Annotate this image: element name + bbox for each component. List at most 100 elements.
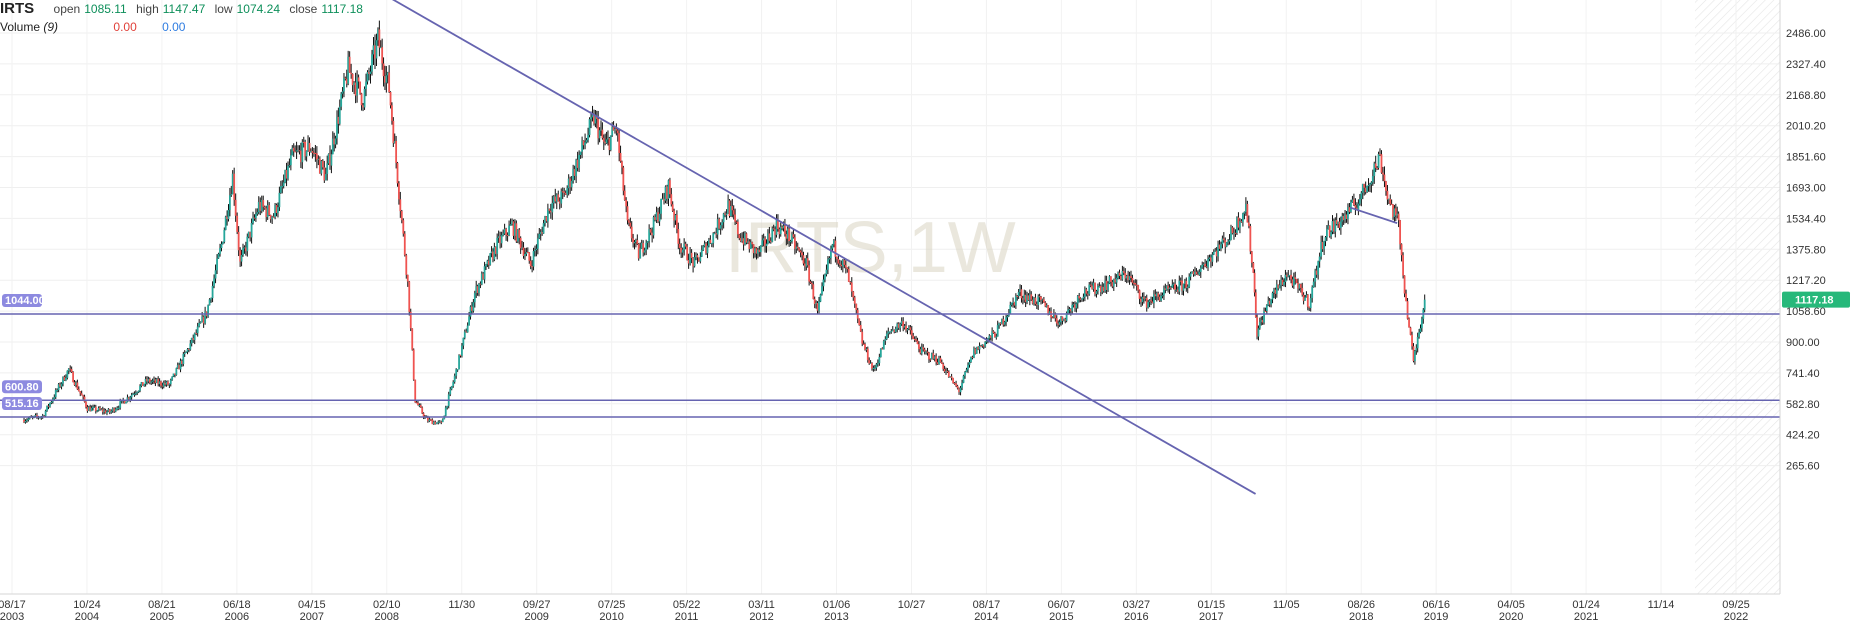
candle-body [1334,220,1337,232]
candle-body [90,407,93,412]
trendlines[interactable] [385,0,1398,495]
candle-body [311,150,314,153]
candle-body [1215,250,1218,257]
candle-body [330,154,333,166]
x-tick-label: 08/21 [148,599,176,611]
candle-body [1306,294,1309,307]
candle-body [912,335,915,339]
candle-body [96,410,99,412]
x-tick-label: 01/24 [1572,599,1600,611]
candle-body [1353,199,1355,206]
candle-body [70,369,73,373]
candle-body [36,415,38,417]
candle-body [1309,298,1312,309]
x-tick-year: 2003 [0,611,24,622]
candle-body [381,47,384,64]
candle-body [1227,241,1230,243]
candle-body [607,138,609,140]
candle-body [247,231,250,237]
candle-body [162,382,165,387]
candle-body [1014,295,1017,306]
x-tick-label: 11/30 [448,599,475,611]
horizontal-levels[interactable]: 1044.00 600.80 515.16 [0,293,1780,418]
candle-body [971,356,974,358]
candle-body [973,348,975,358]
volume-legend[interactable]: Volume (9) 0.00 0.00 [0,20,185,34]
candle-body [681,249,684,253]
candle-body [1281,279,1284,285]
candle-body [1225,242,1228,247]
candle-body [97,407,100,411]
candle-body [549,210,552,213]
candle-body [994,333,996,338]
candle-body [1145,297,1148,308]
candle-body [402,220,405,234]
candle-body [400,211,403,221]
candle-body [1397,213,1400,221]
candle-body [1387,198,1390,200]
candle-body [664,186,667,201]
candle-body [1161,295,1164,297]
candle-body [196,326,199,334]
candle-body [415,402,418,404]
candle-body [798,248,801,251]
candle-body [141,382,144,386]
candle-body [658,213,661,222]
candle-body [341,91,344,94]
candle-body [301,141,304,163]
candle-body [853,297,856,304]
candle-body [409,311,412,329]
candle-body [1278,285,1281,289]
candle-body [875,364,878,368]
candle-body [359,81,361,94]
candle-body [321,160,324,168]
candle-body [849,281,852,283]
candle-body [178,365,181,370]
candle-body [472,302,475,311]
candle-body [441,419,444,423]
x-tick-label: 02/10 [373,599,401,611]
candle-body [208,299,211,306]
candle-body [1261,319,1264,323]
candle-body [347,56,350,84]
candle-body [1264,311,1267,313]
candle-body [1361,183,1364,193]
candle-body [1201,264,1204,268]
candle-body [320,160,323,174]
candle-body [1366,186,1368,193]
candle-body [801,252,803,256]
candle-body [398,183,400,200]
candle-body [535,248,538,251]
candle-body [1147,302,1150,308]
candle-body [1224,240,1227,247]
y-tick-label: 582.80 [1786,399,1820,411]
candle-body [1389,198,1392,204]
candle-body [201,316,204,323]
candle-body [1185,280,1188,289]
candle-body [858,318,861,326]
candle-body [1183,280,1186,284]
candle-body [705,243,707,254]
symbol-name[interactable]: IRTS [0,0,35,17]
candle-body [57,384,60,390]
candle-body [195,333,198,335]
candle-body [597,118,600,139]
candle-body [492,251,494,260]
candle-body [1128,276,1131,281]
candle-body [1092,282,1095,290]
candle-body [1001,319,1003,325]
candle-body [237,231,240,251]
candle-body [446,405,449,408]
candle-body [736,221,739,235]
candle-body [1394,208,1397,216]
candle-body [127,397,130,400]
candle-body [148,378,151,383]
candle-body [532,251,535,267]
candle-body [1299,284,1302,288]
candle-body [834,240,837,257]
candle-body [43,415,46,417]
ohlc-header: IRTS open 1085.11 high 1147.47 low 1074.24 … [0,0,363,17]
candle-body [161,385,164,387]
candle-body [503,228,506,234]
